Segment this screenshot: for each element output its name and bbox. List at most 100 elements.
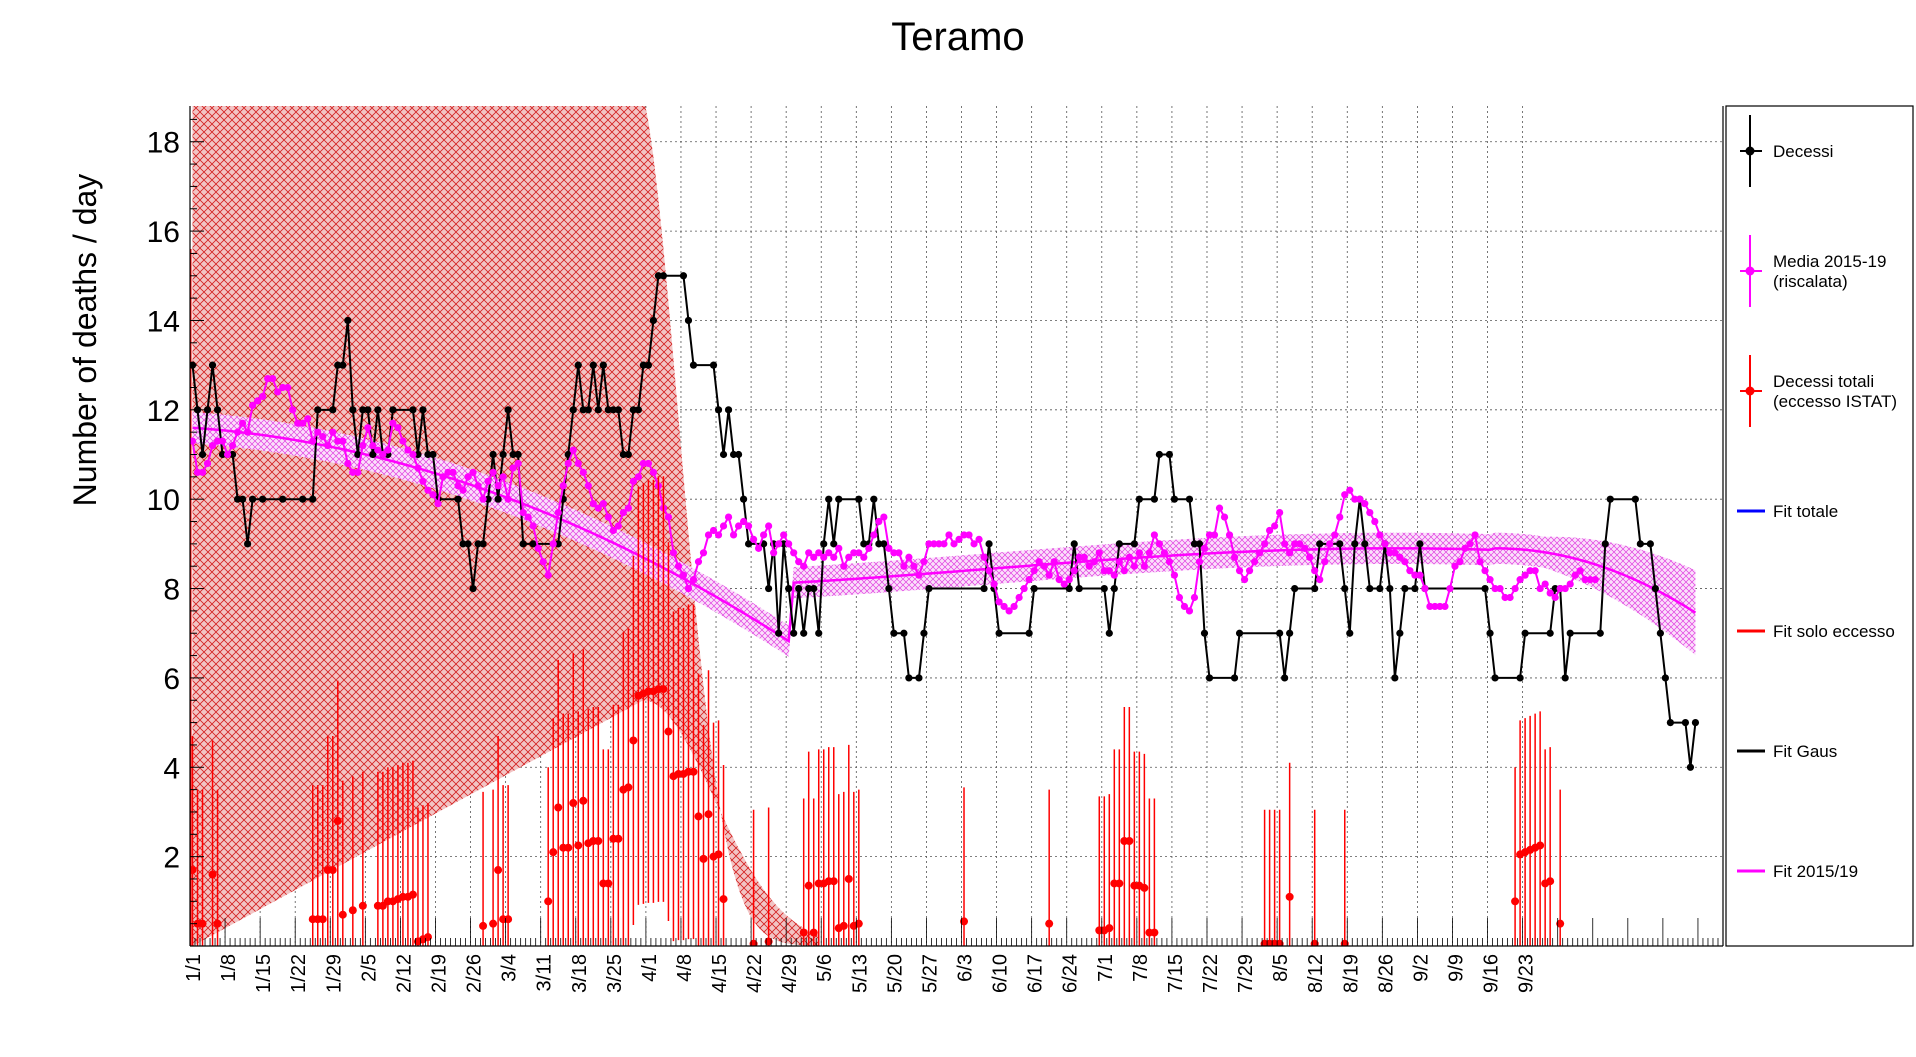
data-point [1100,584,1108,593]
legend-entry: Fit totale [1737,502,1838,521]
data-point [905,674,913,682]
data-point [1115,540,1123,548]
data-point [579,406,587,414]
data-point [494,495,502,503]
data-point [1606,495,1614,503]
data-point [1035,558,1043,566]
data-point [749,939,758,946]
data-point [1085,562,1093,570]
data-point [765,584,773,593]
x-tick-label: 8/5 [1270,954,1292,982]
data-point [629,406,637,414]
data-point [1656,629,1664,637]
data-point [329,406,337,414]
data-point [780,531,788,539]
data-point [1115,879,1124,888]
data-point [274,388,282,396]
data-point [464,473,472,481]
data-point [334,437,342,445]
data-point [364,424,372,432]
data-point [1245,567,1254,575]
data-point [509,450,517,459]
data-point [1020,584,1028,593]
data-point [559,482,567,490]
data-point [839,921,848,930]
data-point [760,531,768,539]
data-point [309,495,317,503]
data-point [584,482,592,490]
data-point [1160,549,1169,557]
series-2 [190,476,1565,946]
data-point [664,727,673,736]
data-point [454,482,462,490]
data-point [1521,571,1529,579]
data-point [985,540,993,548]
x-tick-label: 8/26 [1375,954,1397,993]
data-point [799,928,808,937]
data-point [1481,584,1489,593]
x-tick-label: 8/19 [1340,954,1362,993]
data-point [1376,584,1384,593]
data-point [614,522,622,530]
x-tick-label: 2/26 [464,954,486,993]
y-tick-label: 4 [163,752,180,785]
legend-entry: Decessi [1740,115,1833,187]
data-point [339,361,347,369]
data-point [279,495,287,503]
data-point [604,406,612,414]
data-point [930,540,938,548]
data-point [654,272,663,280]
data-point [1546,629,1554,637]
data-series [190,272,1700,946]
data-point [790,549,798,557]
data-point [1155,450,1163,459]
legend-label: Decessi [1773,142,1833,161]
data-point [1075,584,1083,593]
data-point [574,841,583,850]
data-point [1140,562,1148,570]
data-point [1316,576,1324,584]
data-point [649,316,658,325]
data-point [244,428,252,436]
data-point [1045,919,1054,928]
data-point [459,540,467,548]
data-point [810,584,818,593]
legend-label: Media 2015-19 [1773,252,1886,271]
data-point [1235,629,1244,637]
data-point [419,406,427,414]
data-point [835,544,843,552]
data-point [945,531,953,539]
data-point [1220,513,1229,521]
x-tick-label: 1/1 [183,954,205,982]
data-point [980,584,988,593]
data-point [1456,558,1464,566]
data-point [203,459,212,468]
data-point [1406,567,1414,575]
data-point [1286,629,1294,637]
data-point [1561,584,1569,593]
data-point [855,549,863,557]
data-point [614,834,623,843]
data-point [193,468,202,476]
x-tick-label: 8/12 [1305,954,1327,993]
data-point [1581,576,1589,584]
data-point [1286,549,1294,557]
data-point [344,316,352,325]
data-point [269,374,277,383]
data-point [1120,567,1128,575]
data-point [1030,567,1038,575]
data-point [358,901,367,910]
data-point [1401,584,1409,593]
x-tick-label: 4/15 [709,954,731,993]
data-point [589,361,597,369]
x-tick-label: 4/8 [674,954,696,982]
data-point [1556,584,1564,593]
legend-label: Decessi totali [1773,372,1874,391]
data-point [1050,558,1058,566]
data-point [1055,576,1063,584]
data-point [198,450,207,459]
x-tick-label: 5/13 [849,954,871,993]
data-point [854,919,863,928]
data-point [289,406,297,414]
